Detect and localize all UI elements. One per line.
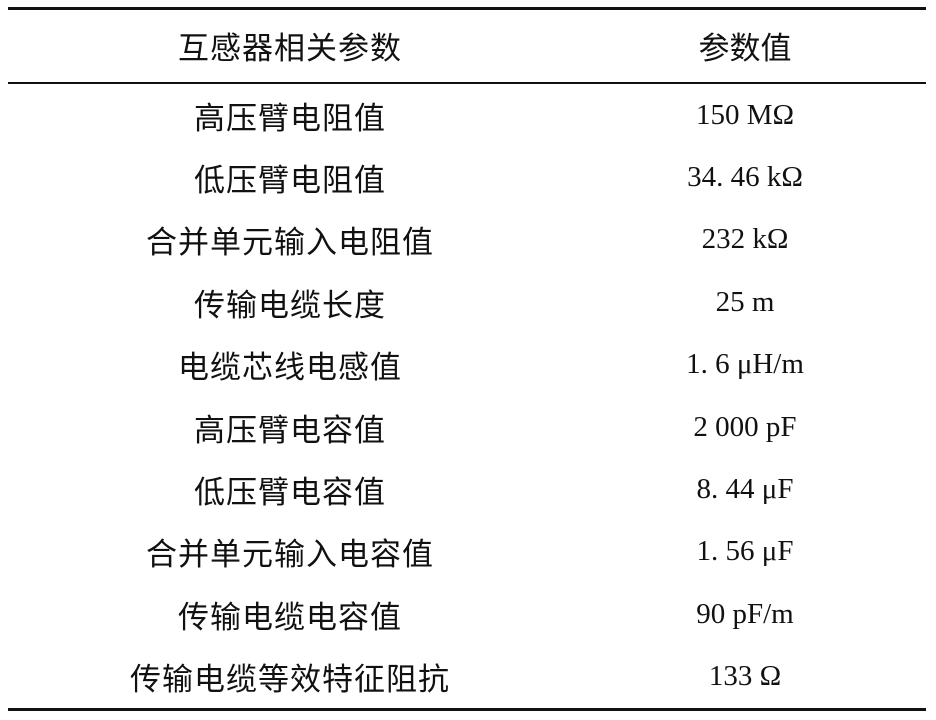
header-rule bbox=[8, 82, 926, 84]
parameter-value: 150 MΩ bbox=[695, 98, 795, 131]
parameter-value: 25 m bbox=[715, 285, 775, 318]
parameter-value: 2 000 pF bbox=[693, 410, 797, 443]
parameter-value: 232 kΩ bbox=[701, 223, 789, 256]
table-header: 互感器相关参数 参数值 bbox=[8, 14, 926, 76]
table-row: 电缆芯线电感值 1. 6 μH/m bbox=[8, 334, 926, 396]
parameter-value: 34. 46 kΩ bbox=[687, 160, 803, 193]
parameter-value: 133 Ω bbox=[708, 660, 782, 693]
parameter-value: 90 pF/m bbox=[696, 597, 794, 630]
parameter-value: 8. 44 μF bbox=[696, 472, 794, 505]
bottom-rule bbox=[8, 708, 926, 711]
parameter-name: 传输电缆长度 bbox=[194, 287, 386, 324]
parameter-name: 低压臂电容值 bbox=[194, 474, 386, 511]
table-row: 高压臂电容值 2 000 pF bbox=[8, 396, 926, 458]
table-row: 低压臂电容值 8. 44 μF bbox=[8, 458, 926, 520]
table-row: 合并单元输入电阻值 232 kΩ bbox=[8, 209, 926, 271]
table-row: 低压臂电阻值 34. 46 kΩ bbox=[8, 146, 926, 208]
table-row: 传输电缆长度 25 m bbox=[8, 271, 926, 333]
top-rule bbox=[8, 7, 926, 10]
parameter-value: 1. 6 μH/m bbox=[686, 348, 804, 381]
parameter-name: 低压臂电阻值 bbox=[194, 162, 386, 199]
table-row: 传输电缆等效特征阻抗 133 Ω bbox=[8, 646, 926, 708]
parameter-name: 传输电缆电容值 bbox=[178, 599, 402, 636]
parameter-name: 合并单元输入电阻值 bbox=[146, 225, 434, 262]
header-parameter: 互感器相关参数 bbox=[178, 30, 402, 67]
table-row: 合并单元输入电容值 1. 56 μF bbox=[8, 521, 926, 583]
parameter-name: 电缆芯线电感值 bbox=[178, 350, 402, 387]
header-value: 参数值 bbox=[698, 30, 792, 67]
parameter-value: 1. 56 μF bbox=[696, 535, 794, 568]
parameter-name: 合并单元输入电容值 bbox=[146, 537, 434, 574]
parameter-name: 传输电缆等效特征阻抗 bbox=[130, 662, 450, 699]
parameter-name: 高压臂电容值 bbox=[194, 412, 386, 449]
parameter-name: 高压臂电阻值 bbox=[194, 100, 386, 137]
table-row: 传输电缆电容值 90 pF/m bbox=[8, 583, 926, 645]
table-row: 高压臂电阻值 150 MΩ bbox=[8, 84, 926, 146]
